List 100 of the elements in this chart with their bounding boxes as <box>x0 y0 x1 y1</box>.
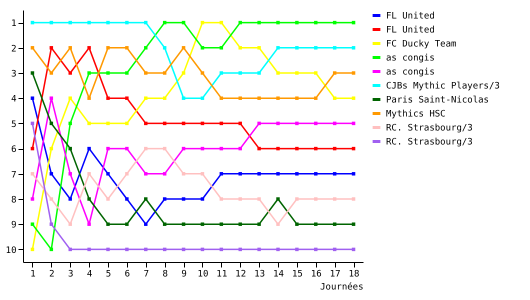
x-tick-label: 12 <box>235 270 246 280</box>
point <box>30 248 34 252</box>
point <box>87 20 91 24</box>
point <box>182 146 186 150</box>
point <box>162 96 166 100</box>
x-tick-label: 14 <box>273 270 284 280</box>
point <box>68 222 72 226</box>
point <box>50 172 54 176</box>
point <box>50 122 54 126</box>
point <box>87 96 91 100</box>
point <box>125 46 129 50</box>
point <box>30 20 34 24</box>
point <box>182 96 186 100</box>
point <box>295 20 299 24</box>
x-tick-label: 6 <box>124 270 130 280</box>
point <box>144 172 148 176</box>
point <box>30 222 34 226</box>
x-tick-label: 1 <box>30 270 36 280</box>
legend-label: FL United <box>386 26 435 36</box>
point <box>332 20 336 24</box>
x-tick-label: 17 <box>330 270 341 280</box>
point <box>182 248 186 252</box>
x-axis-title: Journées <box>320 282 364 292</box>
x-tick-label: 10 <box>198 270 208 280</box>
x-tick-label: 2 <box>49 270 55 280</box>
x-tick-label: 4 <box>86 270 92 280</box>
point <box>332 172 336 176</box>
point <box>220 20 224 24</box>
point <box>200 46 204 50</box>
point <box>332 96 336 100</box>
x-tick-label: 18 <box>348 270 360 280</box>
point <box>257 146 261 150</box>
point <box>332 146 336 150</box>
point <box>162 20 166 24</box>
x-tick-label: 5 <box>106 270 112 280</box>
point <box>295 46 299 50</box>
point <box>50 222 54 226</box>
y-tick-label: 7 <box>11 170 16 180</box>
legend-label: as congis <box>386 54 435 64</box>
point <box>182 122 186 126</box>
point <box>314 222 318 226</box>
point <box>295 146 299 150</box>
point <box>200 122 204 126</box>
point <box>200 96 204 100</box>
point <box>352 146 356 150</box>
point <box>314 122 318 126</box>
point <box>87 46 91 50</box>
y-tick-label: 3 <box>11 70 16 80</box>
x-tick-label: 7 <box>144 270 149 280</box>
point <box>50 146 54 150</box>
point <box>144 96 148 100</box>
point <box>220 96 224 100</box>
x-tick-label: 15 <box>292 270 303 280</box>
point <box>200 222 204 226</box>
point <box>220 46 224 50</box>
point <box>238 46 242 50</box>
point <box>144 248 148 252</box>
point <box>238 172 242 176</box>
x-tick-label: 9 <box>181 270 187 280</box>
point <box>68 248 72 252</box>
x-tick-label: 3 <box>68 270 74 280</box>
point <box>30 46 34 50</box>
point <box>200 172 204 176</box>
point <box>87 146 91 150</box>
point <box>182 222 186 226</box>
y-tick-label: 4 <box>11 94 16 105</box>
point <box>220 222 224 226</box>
y-tick-label: 9 <box>11 220 16 231</box>
point <box>87 222 91 226</box>
point <box>125 122 129 126</box>
legend-label: FC Ducky Team <box>386 40 456 50</box>
legend-label: CJBs Mythic Players/3 <box>386 82 500 92</box>
point <box>162 146 166 150</box>
point <box>314 172 318 176</box>
point <box>200 248 204 252</box>
y-tick-label: 8 <box>11 196 16 206</box>
y-tick-label: 6 <box>11 145 16 156</box>
point <box>162 46 166 50</box>
point <box>295 222 299 226</box>
point <box>220 248 224 252</box>
point <box>200 146 204 150</box>
point <box>125 222 129 226</box>
point <box>68 172 72 176</box>
point <box>238 122 242 126</box>
legend-label: RC. Strasbourg/3 <box>386 124 473 134</box>
point <box>314 96 318 100</box>
point <box>144 20 148 24</box>
point <box>68 146 72 150</box>
y-tick-label: 5 <box>11 120 16 130</box>
point <box>257 46 261 50</box>
point <box>295 96 299 100</box>
point <box>125 96 129 100</box>
point <box>314 146 318 150</box>
point <box>352 248 356 252</box>
point <box>295 248 299 252</box>
point <box>50 46 54 50</box>
point <box>87 172 91 176</box>
legend-label: RC. Strasbourg/3 <box>386 138 473 148</box>
point <box>30 96 34 100</box>
point <box>144 222 148 226</box>
